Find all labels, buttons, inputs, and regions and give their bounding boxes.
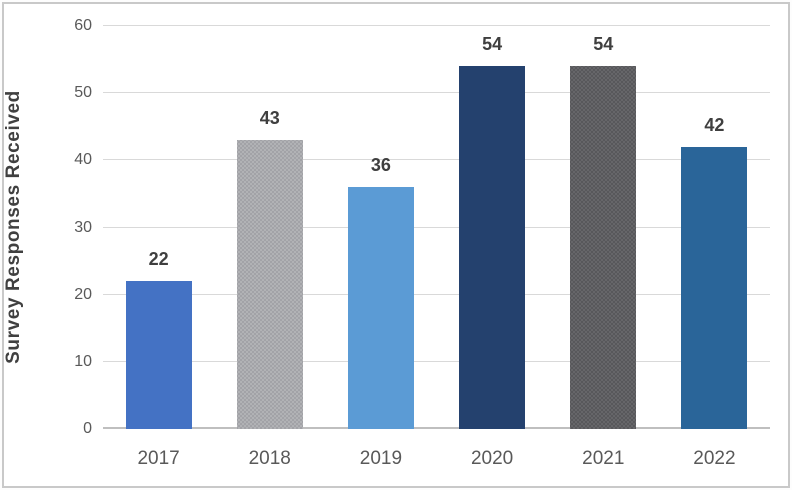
x-tick-label-2017: 2017	[137, 448, 180, 469]
bar-value-label-2022: 42	[704, 114, 725, 135]
y-tick-label-10: 10	[74, 352, 92, 370]
gridline-y40	[103, 159, 770, 161]
bar-slot-2017: 22	[103, 26, 214, 429]
x-axis-line	[103, 427, 770, 429]
y-tick-label-40: 40	[74, 151, 92, 169]
y-tick-label-60: 60	[74, 17, 92, 34]
y-tick-label-20: 20	[74, 285, 92, 303]
x-tick-label-2019: 2019	[359, 448, 403, 469]
gridline-y30	[103, 226, 770, 228]
x-tick-label-2018: 2018	[248, 448, 291, 469]
bar-slot-2018: 43	[214, 26, 325, 429]
x-axis-tick-labels: 2017 2018 2019 2020 2021 2022	[103, 448, 770, 470]
x-tick-label-2022: 2022	[693, 448, 736, 469]
gridline-y20	[103, 293, 770, 295]
bar-2021	[570, 66, 637, 429]
bar-2019	[347, 187, 414, 429]
bar-2020	[459, 66, 526, 429]
plot-area: 22 43 36 54 54 42	[103, 25, 770, 429]
gridline-y60	[103, 25, 770, 26]
x-tick-label-2020: 2020	[470, 448, 514, 469]
bar-series: 22 43 36 54 54 42	[103, 26, 770, 429]
bar-value-label-2021: 54	[593, 34, 614, 55]
bar-2017	[125, 281, 192, 429]
bar-value-label-2019: 36	[370, 155, 391, 176]
y-tick-label-30: 30	[74, 218, 92, 236]
y-axis-tick-labels: 0 10 20 30 40 50 60	[0, 18, 92, 437]
bar-value-label-2017: 22	[148, 249, 169, 270]
bar-2018	[236, 140, 303, 429]
gridline-y50	[103, 92, 770, 94]
bar-value-label-2018: 43	[259, 108, 280, 129]
gridline-y10	[103, 360, 770, 362]
bar-value-label-2020: 54	[482, 34, 503, 55]
y-tick-label-50: 50	[74, 84, 92, 102]
bar-slot-2019: 36	[325, 26, 436, 429]
y-tick-label-0: 0	[83, 420, 92, 437]
bar-slot-2020: 54	[437, 26, 548, 429]
bar-slot-2022: 42	[659, 26, 770, 429]
bar-2022	[681, 146, 748, 429]
x-tick-label-2021: 2021	[582, 448, 625, 469]
bar-slot-2021: 54	[548, 26, 659, 429]
